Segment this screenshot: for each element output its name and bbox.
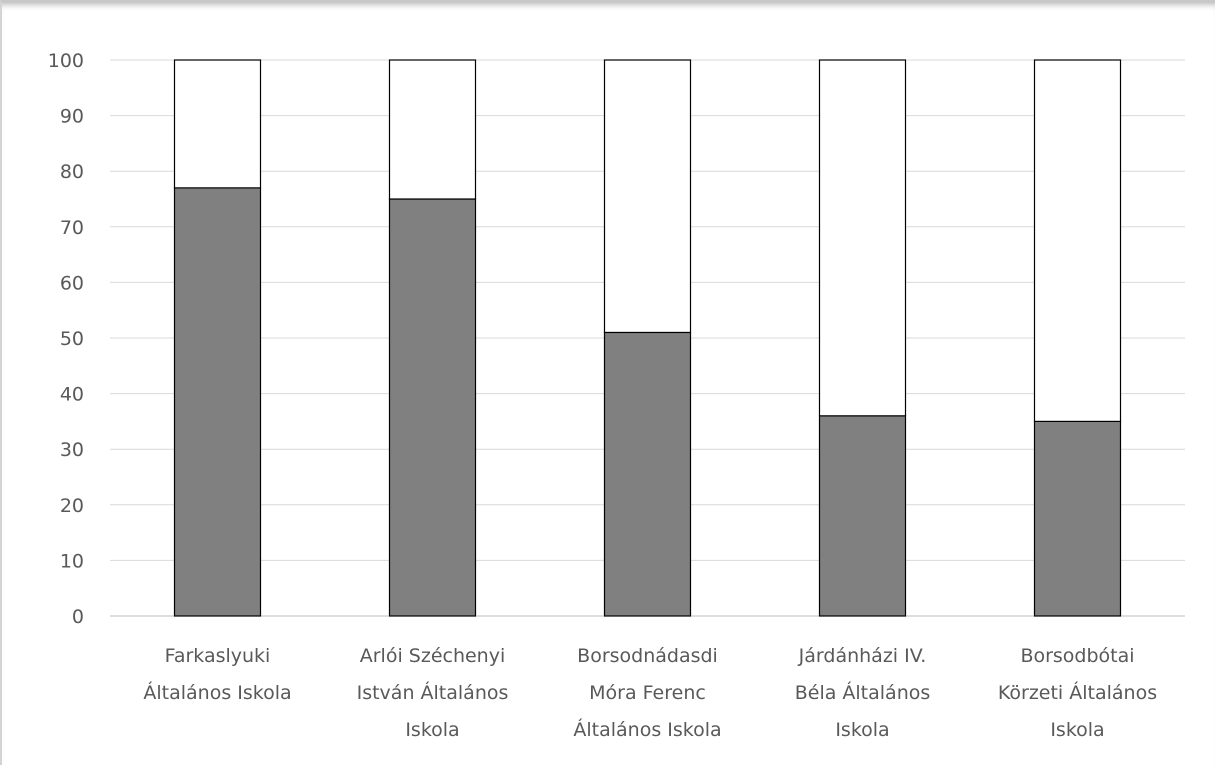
x-axis: Farkaslyuki Általános Iskola Arlói Széchen… <box>143 645 1157 741</box>
y-tick-label: 40 <box>60 384 84 406</box>
x-category-label-line: Béla Általános <box>795 681 931 704</box>
x-category-label-line: Borsodbótai <box>1020 645 1134 667</box>
x-category-label: Farkaslyuki Általános Iskola <box>143 645 291 704</box>
x-category-label-line: Borsodnádasdi <box>577 645 718 667</box>
x-category-label: Borsodbótai Körzeti Általános Iskola <box>998 645 1157 741</box>
bar-segment-upper <box>388 59 477 200</box>
bar-segment-lower <box>603 331 692 617</box>
stacked-bar-chart: 0 10 20 30 40 50 60 70 80 90 100 Farkaslyuki Általá… <box>48 50 1185 741</box>
x-category-label-line: Általános Iskola <box>143 681 291 704</box>
y-tick-label: 90 <box>60 106 84 128</box>
x-category-label: Arlói Széchenyi István Általános Iskola <box>357 645 509 741</box>
bar-segment-lower <box>388 198 477 617</box>
bar-segment-lower <box>818 415 907 617</box>
y-tick-label: 30 <box>60 439 84 461</box>
x-category-label-line: István Általános <box>357 681 509 704</box>
y-axis: 0 10 20 30 40 50 60 70 80 90 100 <box>48 50 84 628</box>
x-category-label-line: Iskola <box>1050 719 1104 741</box>
bar-segment-lower <box>173 187 262 617</box>
x-category-label-line: Iskola <box>835 719 889 741</box>
x-category-label: Borsodnádasdi Móra Ferenc Általános Iskola <box>573 645 721 741</box>
x-category-label: Járdánházi IV. Béla Általános Iskola <box>795 645 931 741</box>
bar-segment-upper <box>1033 59 1122 422</box>
y-tick-label: 70 <box>60 217 84 239</box>
x-category-label-line: Arlói Széchenyi <box>360 645 506 667</box>
bar-segment-upper <box>818 59 907 417</box>
x-category-label-line: Járdánházi IV. <box>798 645 927 667</box>
x-category-label-line: Általános Iskola <box>573 718 721 741</box>
y-tick-label: 0 <box>72 606 84 628</box>
x-category-label-line: Móra Ferenc <box>589 682 706 704</box>
x-category-label-line: Iskola <box>405 719 459 741</box>
bar-segment-lower <box>1033 420 1122 617</box>
y-tick-label: 60 <box>60 272 84 294</box>
bar-segment-upper <box>173 59 262 189</box>
bar-segment-upper <box>603 59 692 334</box>
x-category-label-line: Körzeti Általános <box>998 681 1157 704</box>
y-tick-label: 80 <box>60 161 84 183</box>
y-tick-label: 20 <box>60 495 84 517</box>
y-tick-label: 10 <box>60 550 84 572</box>
y-tick-label: 50 <box>60 328 84 350</box>
y-tick-label: 100 <box>48 50 84 72</box>
x-category-label-line: Farkaslyuki <box>165 645 271 667</box>
bars <box>173 59 1122 617</box>
